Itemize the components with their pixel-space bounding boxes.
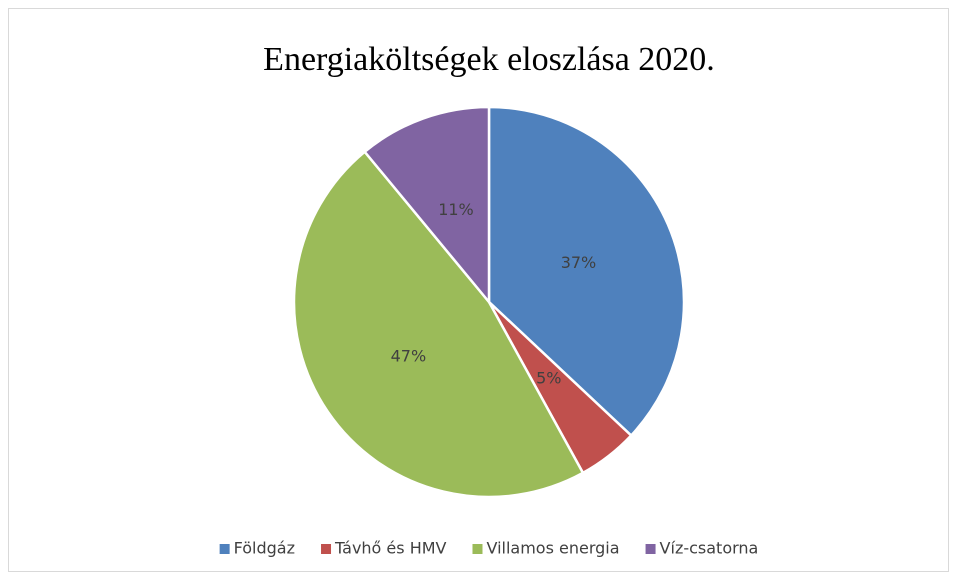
legend-swatch [321,544,332,554]
data-label: 37% [561,253,597,272]
legend-swatch [219,544,230,554]
data-label: 47% [391,346,427,365]
pie-slice [292,149,585,499]
legend-swatch [645,544,656,554]
legend-label: Távhő és HMV [334,539,447,558]
data-label: 11% [438,200,474,219]
pie-slice [487,105,686,438]
legend-swatch [472,544,483,554]
legend-label: Víz-csatorna [660,539,759,558]
pie-slice [362,105,491,306]
chart-title: Energiaköltségek eloszlása 2020. [263,41,715,78]
legend-label: Földgáz [234,539,295,558]
data-label: 5% [536,369,561,388]
legend-label: Villamos energia [486,539,619,558]
